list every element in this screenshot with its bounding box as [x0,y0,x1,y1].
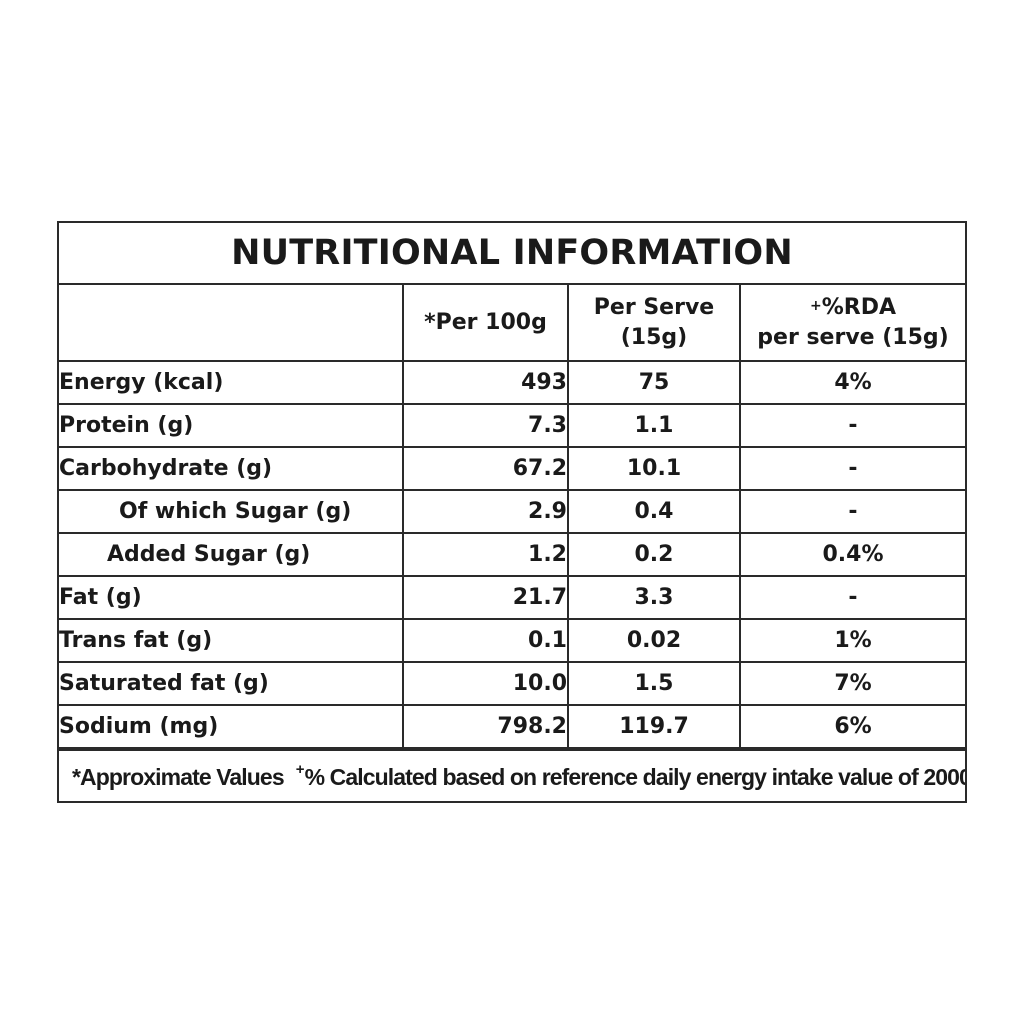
per-serve-value: 3.3 [567,575,741,620]
per-100g-value: 7.3 [402,403,569,448]
header-rda: +%RDA per serve (15g) [739,285,965,362]
nutrient-name: Protein (g) [59,403,404,448]
table-row: Sodium (mg) 798.2 119.7 6% [59,704,965,749]
per-serve-value: 75 [567,361,741,405]
rda-value: - [739,403,965,448]
per-serve-value: 1.5 [567,661,741,706]
rda-value: 0.4% [739,532,965,577]
per-100g-value: 67.2 [402,446,569,491]
footnote: *Approximate Values + % Calculated based… [59,749,965,804]
nutrient-name: Fat (g) [59,575,404,620]
header-per-100g-label: *Per 100g [424,309,547,335]
nutrient-name: Sodium (mg) [59,704,404,749]
header-per-serve: Per Serve (15g) [567,285,741,362]
per-100g-value: 1.2 [402,532,569,577]
per-100g-value: 21.7 [402,575,569,620]
header-per-serve-line1: Per Serve [593,294,715,320]
header-per-serve-line2: (15g) [620,324,688,350]
per-100g-value: 0.1 [402,618,569,663]
table-row: Protein (g) 7.3 1.1 - [59,403,965,448]
nutrient-name: Energy (kcal) [59,361,404,405]
footnote-approx: *Approximate Values [72,764,285,790]
per-serve-value: 119.7 [567,704,741,749]
nutrition-panel: NUTRITIONAL INFORMATION *Per 100g Per Se… [57,221,967,803]
nutrient-name: Saturated fat (g) [59,661,404,706]
rda-value: 4% [739,361,965,405]
header-per-100g: *Per 100g [402,285,569,362]
header-rda-sup: + [809,297,822,314]
rda-value: 7% [739,661,965,706]
table-row: Saturated fat (g) 10.0 1.5 7% [59,661,965,706]
per-serve-value: 10.1 [567,446,741,491]
rda-value: - [739,575,965,620]
nutrient-name: Trans fat (g) [59,618,404,663]
per-serve-value: 0.2 [567,532,741,577]
header-rda-line1: +%RDA [741,293,965,323]
per-100g-value: 2.9 [402,489,569,534]
header-row: *Per 100g Per Serve (15g) +%RDA per serv… [59,285,965,362]
per-serve-value: 1.1 [567,403,741,448]
per-serve-value: 0.02 [567,618,741,663]
table-row: Of which Sugar (g) 2.9 0.4 - [59,489,965,534]
header-rda-line2: per serve (15g) [757,324,949,350]
table-row: Trans fat (g) 0.1 0.02 1% [59,618,965,663]
nutrient-name: Carbohydrate (g) [59,446,404,491]
table-row: Carbohydrate (g) 67.2 10.1 - [59,446,965,491]
nutrient-name: Of which Sugar (g) [59,489,404,534]
per-100g-value: 493 [402,361,569,405]
footnote-calc: % Calculated based on reference daily en… [304,764,965,790]
header-rda-label: %RDA [821,294,896,320]
table-row: Energy (kcal) 493 75 4% [59,361,965,405]
title-row: NUTRITIONAL INFORMATION [59,223,965,285]
rda-value: - [739,446,965,491]
nutrition-table: *Per 100g Per Serve (15g) +%RDA per serv… [59,285,965,749]
panel-title: NUTRITIONAL INFORMATION [231,233,793,273]
footnote-sup: + [295,761,305,778]
rda-value: 6% [739,704,965,749]
rda-value: 1% [739,618,965,663]
table-row: Added Sugar (g) 1.2 0.2 0.4% [59,532,965,577]
nutrient-name: Added Sugar (g) [59,532,404,577]
per-100g-value: 798.2 [402,704,569,749]
rda-value: - [739,489,965,534]
header-nutrient-cell [59,285,404,362]
per-100g-value: 10.0 [402,661,569,706]
table-row: Fat (g) 21.7 3.3 - [59,575,965,620]
per-serve-value: 0.4 [567,489,741,534]
